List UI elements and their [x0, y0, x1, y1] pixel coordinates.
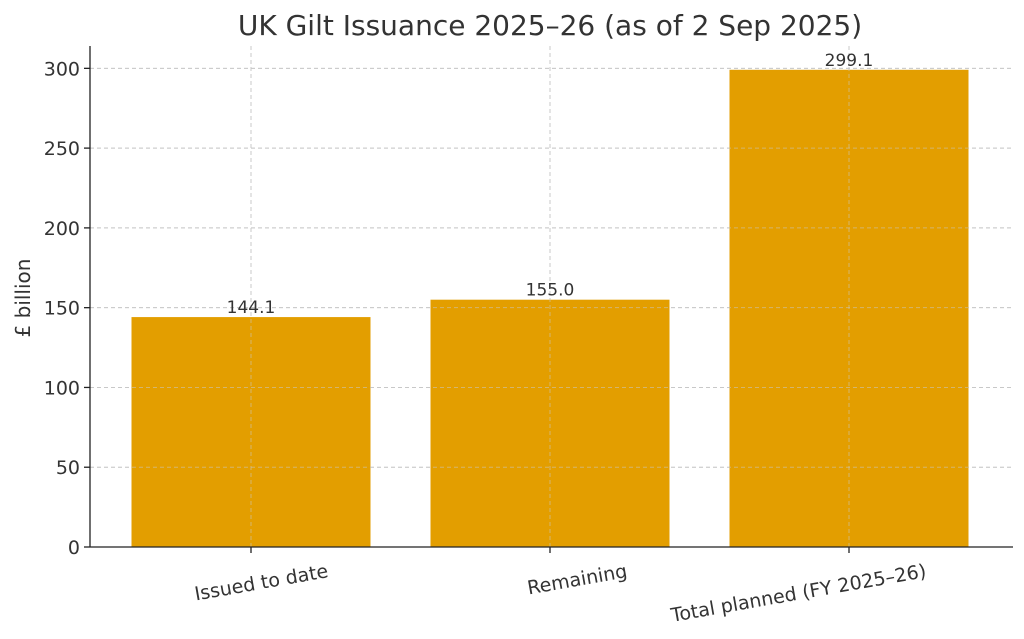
y-tick-label: 100 [44, 377, 80, 399]
y-tick-label: 200 [44, 218, 80, 240]
y-tick-label: 150 [44, 298, 80, 320]
axes [84, 46, 1013, 553]
y-tick-label: 300 [44, 58, 80, 80]
bars [90, 46, 1013, 548]
y-tick-label: 250 [44, 138, 80, 160]
bar-value-label: 299.1 [825, 51, 874, 71]
x-tick-label: Remaining [526, 560, 629, 599]
x-tick-label: Total planned (FY 2025–26) [668, 560, 928, 627]
chart-title: UK Gilt Issuance 2025–26 (as of 2 Sep 20… [238, 9, 862, 42]
y-tick-label: 50 [56, 457, 80, 479]
bar-value-label: 155.0 [526, 281, 575, 301]
y-axis-label: £ billion [11, 259, 35, 338]
x-tick-label: Issued to date [193, 560, 330, 605]
bar-value-label: 144.1 [227, 298, 276, 318]
y-tick-label: 0 [68, 537, 80, 559]
